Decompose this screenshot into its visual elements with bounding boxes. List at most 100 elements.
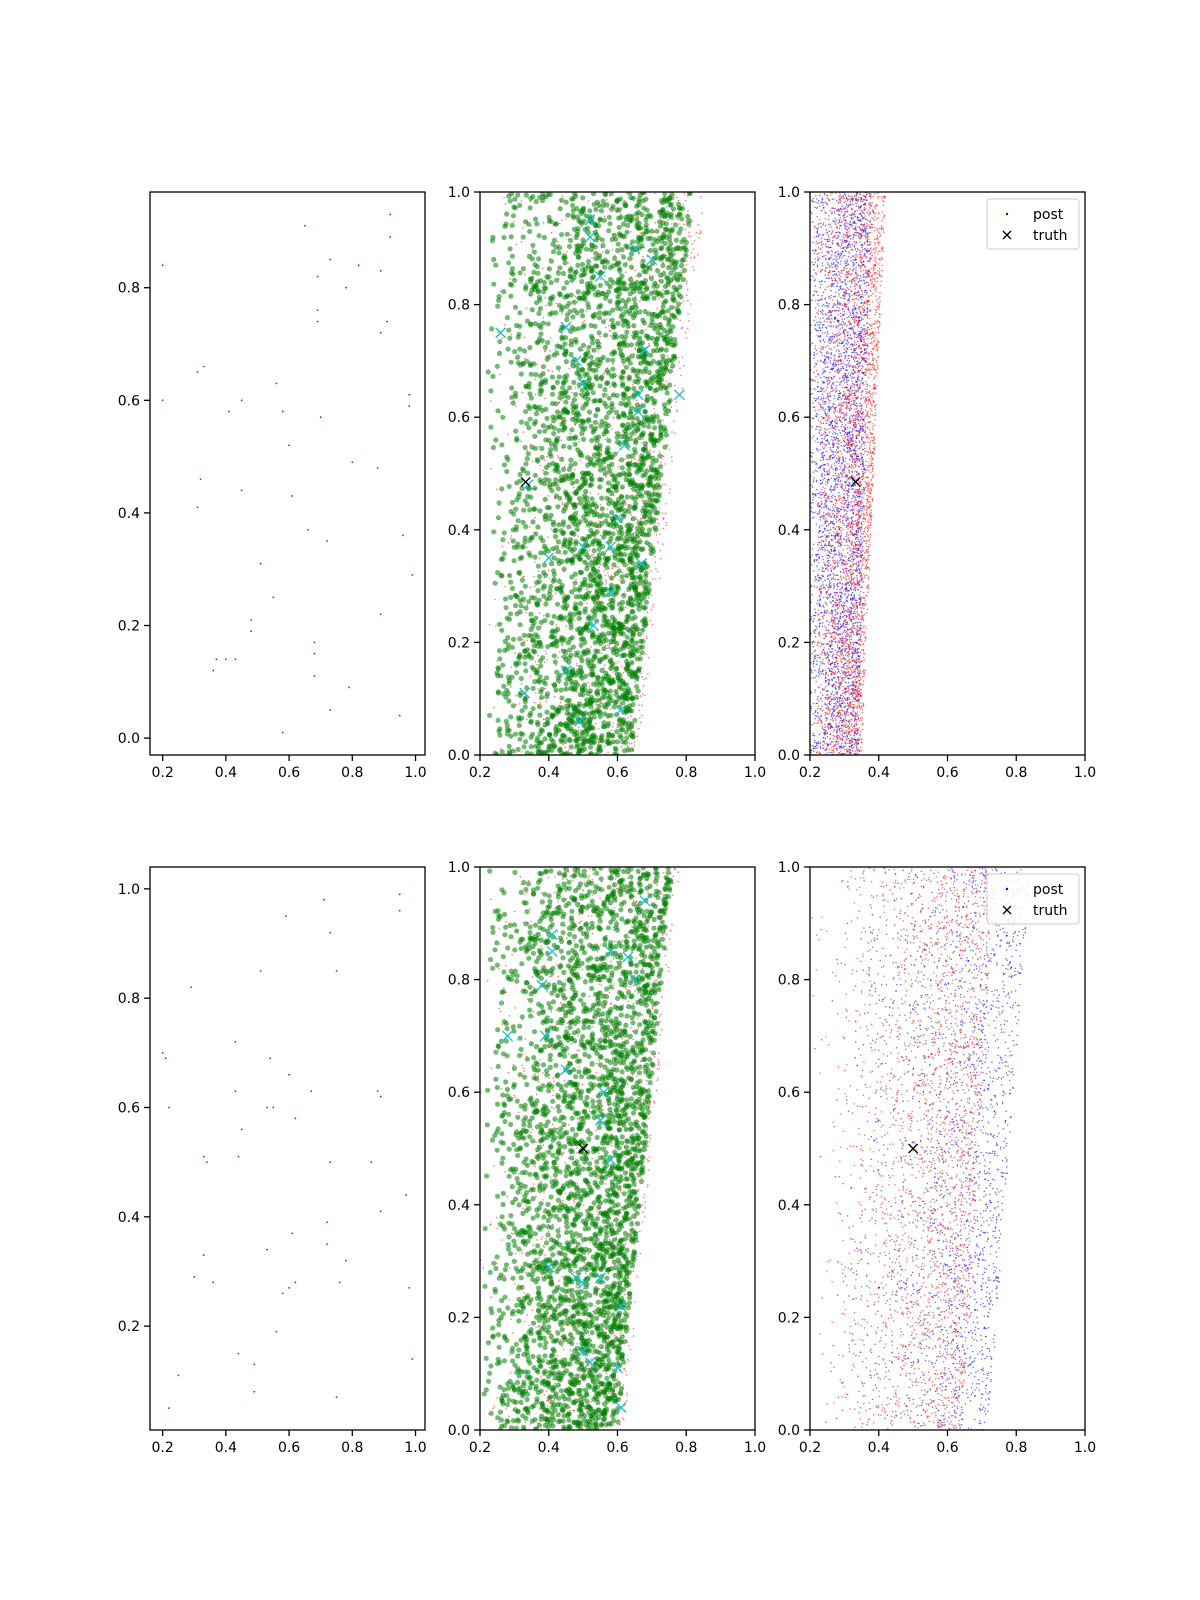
sample-point (570, 234, 572, 236)
sample-point (536, 597, 542, 603)
data-point (408, 393, 411, 396)
sample-point (528, 195, 534, 201)
sample-point (572, 728, 578, 735)
sample-point (526, 718, 528, 720)
sample-point (608, 277, 614, 283)
sample-point (535, 270, 541, 276)
sample-point (857, 389, 859, 392)
sample-point (512, 603, 519, 609)
sample-point (581, 536, 588, 542)
sample-point (860, 259, 862, 261)
sample-point (632, 580, 638, 586)
sample-point (543, 437, 549, 443)
sample-point (496, 488, 498, 491)
sample-point (554, 277, 560, 283)
sample-point (548, 258, 555, 264)
sample-point (601, 431, 607, 437)
sample-point (582, 226, 588, 233)
sample-point (611, 372, 617, 378)
sample-point (689, 257, 692, 260)
sample-point (623, 243, 629, 249)
sample-point (645, 653, 647, 655)
sample-point (612, 362, 614, 365)
sample-point (599, 237, 606, 243)
sample-point (580, 313, 586, 319)
sample-point (669, 195, 675, 201)
sample-point (640, 627, 646, 633)
sample-point (813, 734, 816, 737)
sample-point (555, 592, 557, 594)
sample-point (662, 543, 664, 545)
sample-point (546, 477, 552, 483)
sample-point (848, 628, 850, 631)
sample-point (588, 571, 594, 578)
sample-point (558, 484, 560, 486)
sample-point (674, 306, 680, 312)
sample-point (577, 569, 584, 575)
sample-point (534, 221, 540, 227)
sample-point (681, 387, 684, 390)
sample-point (649, 315, 655, 321)
sample-point (570, 681, 576, 687)
cross-marker (560, 665, 572, 677)
sample-point (557, 395, 563, 401)
sample-point (659, 461, 662, 464)
sample-point (556, 427, 562, 433)
sample-point (676, 410, 679, 413)
sample-point (599, 667, 605, 674)
sample-point (609, 614, 616, 620)
sample-point (584, 566, 590, 572)
sample-point (522, 661, 528, 667)
sample-point (619, 273, 625, 279)
sample-point (630, 742, 633, 745)
sample-point (816, 698, 819, 701)
sample-point (599, 520, 605, 527)
sample-point (595, 648, 601, 655)
sample-point (681, 326, 684, 329)
sample-point (537, 674, 543, 680)
sample-point (625, 503, 627, 506)
sample-point (537, 712, 543, 718)
sample-point (616, 472, 622, 478)
sample-point (662, 192, 668, 197)
sample-point (588, 472, 594, 478)
sample-point (555, 626, 561, 633)
sample-point (564, 231, 570, 237)
sample-point (619, 599, 626, 606)
sample-point (624, 271, 627, 273)
sample-point (606, 592, 612, 598)
sample-point (644, 393, 650, 399)
sample-point (674, 432, 676, 435)
sample-point (520, 240, 523, 243)
sample-point (662, 289, 664, 292)
y-tick-label: 0.4 (448, 523, 470, 539)
sample-point (576, 496, 583, 502)
sample-point (592, 605, 599, 611)
sample-point (488, 388, 494, 394)
sample-point (537, 573, 543, 580)
sample-point (671, 431, 673, 433)
sample-point (633, 744, 636, 747)
sample-point (628, 595, 634, 601)
sample-point (829, 621, 831, 623)
sample-point (668, 201, 674, 207)
sample-point (620, 666, 623, 668)
sample-point (859, 383, 862, 385)
sample-point (548, 453, 554, 459)
sample-point (857, 336, 859, 339)
sample-point (686, 294, 688, 297)
sample-point (532, 321, 538, 327)
sample-point (531, 506, 537, 512)
sample-point (845, 535, 847, 538)
sample-point (624, 634, 630, 640)
sample-point (844, 206, 847, 208)
sample-point (578, 500, 584, 506)
sample-point (528, 710, 534, 716)
sample-point (593, 250, 599, 256)
sample-point (565, 394, 571, 400)
sample-point (505, 642, 511, 648)
sample-point (581, 648, 587, 655)
sample-point (539, 694, 545, 701)
sample-point (831, 711, 834, 714)
sample-point (689, 235, 692, 238)
